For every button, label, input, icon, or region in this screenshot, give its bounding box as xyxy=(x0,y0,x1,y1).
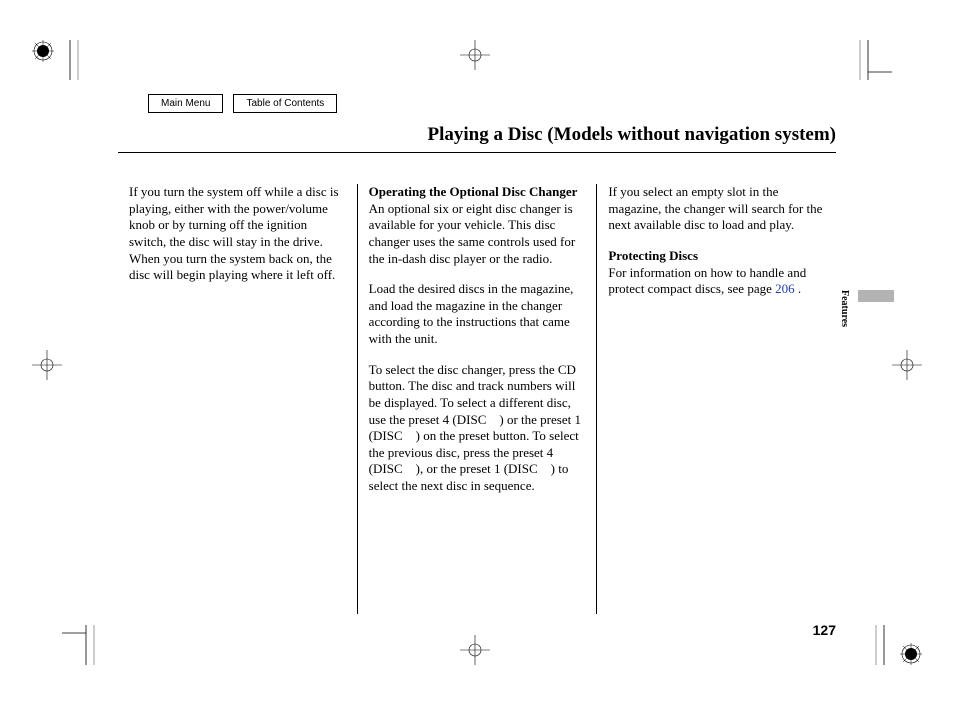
main-menu-button[interactable]: Main Menu xyxy=(148,94,223,113)
col1-p1: If you turn the system off while a disc … xyxy=(129,184,346,284)
col3-heading: Protecting Discs xyxy=(608,248,698,263)
page-title: Playing a Disc (Models without navigatio… xyxy=(118,124,836,146)
page-link-206[interactable]: 206 xyxy=(775,281,795,296)
reg-circle-tl xyxy=(32,40,54,67)
column-1: If you turn the system off while a disc … xyxy=(118,184,357,614)
reg-cross-top xyxy=(460,40,490,75)
col3-block2: Protecting Discs For information on how … xyxy=(608,248,825,298)
toc-button[interactable]: Table of Contents xyxy=(233,94,337,113)
col2-heading: Operating the Optional Disc Changer xyxy=(369,184,578,199)
reg-corner-tr xyxy=(852,40,892,85)
reg-circle-br xyxy=(900,643,922,670)
reg-corner-br xyxy=(870,625,892,670)
content-columns: If you turn the system off while a disc … xyxy=(118,184,836,614)
col2-p1: An optional six or eight disc changer is… xyxy=(369,201,576,266)
reg-cross-left xyxy=(32,350,62,385)
col2-p3: To select the disc changer, press the CD… xyxy=(369,362,586,495)
nav-buttons: Main Menu Table of Contents xyxy=(148,94,337,113)
page-header: Playing a Disc (Models without navigatio… xyxy=(118,124,836,153)
reg-cross-right xyxy=(892,350,922,385)
page-number: 127 xyxy=(813,622,836,638)
col2-block1: Operating the Optional Disc Changer An o… xyxy=(369,184,586,267)
reg-corner-tl xyxy=(62,40,84,85)
col2-p2: Load the desired discs in the magazine, … xyxy=(369,281,586,348)
column-3: If you select an empty slot in the magaz… xyxy=(596,184,836,614)
col3-p1: If you select an empty slot in the magaz… xyxy=(608,184,825,234)
col3-p2b: . xyxy=(795,281,802,296)
side-thumb-band xyxy=(858,290,894,302)
side-tab-label: Features xyxy=(839,290,850,327)
reg-corner-bl xyxy=(62,625,102,670)
column-2: Operating the Optional Disc Changer An o… xyxy=(357,184,597,614)
reg-cross-bottom xyxy=(460,635,490,670)
